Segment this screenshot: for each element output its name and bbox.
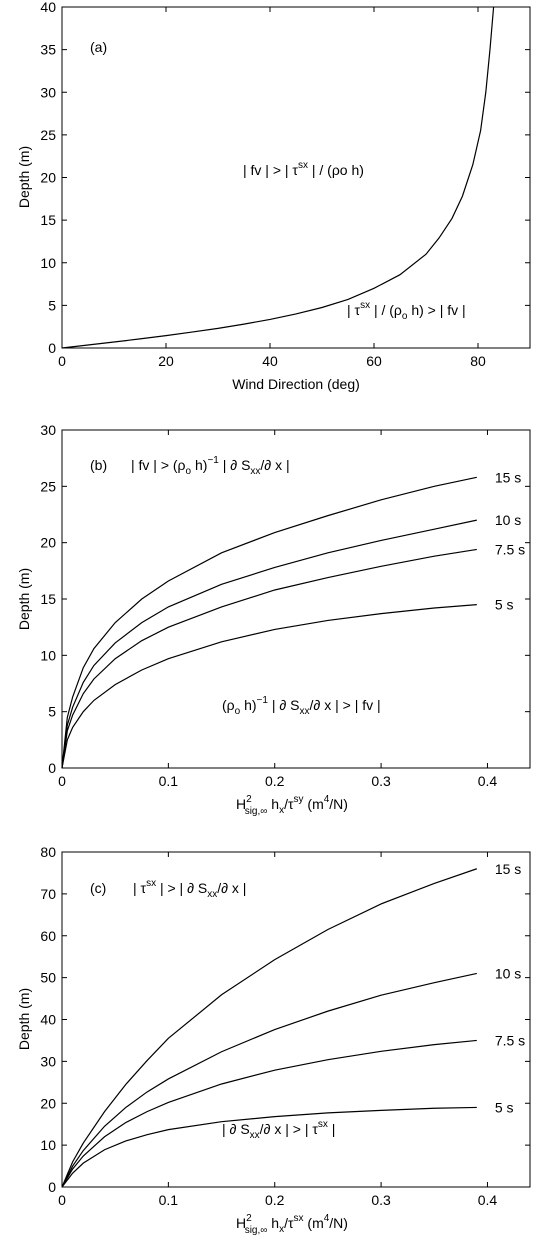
series-line xyxy=(61,1106,477,1188)
series-line xyxy=(61,604,477,769)
y-axis-title: Depth (m) xyxy=(16,568,32,630)
y-tick-labels: 0 5 10 15 20 25 30 35 40 xyxy=(40,0,56,356)
y-tick-label: 20 xyxy=(40,535,56,551)
region-label-lower: | τsx | / (ρo h) > | fv | xyxy=(347,300,466,322)
y-tick-label: 30 xyxy=(40,84,56,100)
tick-marks xyxy=(61,851,530,1188)
y-tick-label: 35 xyxy=(40,42,56,58)
y-tick-label: 15 xyxy=(40,591,56,607)
series-line xyxy=(61,6,495,349)
y-tick-label: 80 xyxy=(40,844,56,860)
panel-b: 0 0.1 0.2 0.3 0.4 0 5 10 15 20 25 30 15 s 10 s 7.5 s… xyxy=(16,422,531,817)
x-tick-label: 20 xyxy=(158,353,174,369)
region-label-upper: | τsx | > | ∂ Sxx/∂ x | xyxy=(133,878,246,900)
y-tick-label: 10 xyxy=(40,647,56,663)
y-tick-label: 40 xyxy=(40,0,56,15)
x-tick-label: 0.2 xyxy=(265,1192,285,1208)
series-label: 7.5 s xyxy=(495,541,525,557)
y-tick-label: 20 xyxy=(40,1095,56,1111)
y-tick-label: 50 xyxy=(40,970,56,986)
y-tick-label: 0 xyxy=(48,1179,56,1195)
region-label-upper: | fv | > | τsx | / (ρo h) xyxy=(243,160,364,178)
y-tick-label: 10 xyxy=(40,1137,56,1153)
y-axis-title: Depth (m) xyxy=(16,146,32,208)
y-tick-label: 0 xyxy=(48,340,56,356)
x-tick-labels: 0 20 40 60 80 xyxy=(58,353,486,369)
series-line xyxy=(61,972,477,1188)
series-line xyxy=(61,1039,477,1188)
panel-c: 0 0.1 0.2 0.3 0.4 0 10 20 30 40 50 60 70 80 15 s 10 s… xyxy=(16,844,531,1236)
y-axis-title: Depth (m) xyxy=(16,988,32,1050)
panel-label: (a) xyxy=(90,39,107,55)
x-tick-label: 0 xyxy=(58,773,66,789)
x-axis-title: H2 sig,∞ hx/τsx (m4/N) xyxy=(236,1213,348,1236)
series-label: 5 s xyxy=(495,597,514,613)
curves xyxy=(61,476,477,769)
series-label: 5 s xyxy=(495,1099,514,1115)
tick-marks xyxy=(61,429,530,769)
x-tick-label: 40 xyxy=(262,353,278,369)
x-tick-label: 0.1 xyxy=(159,1192,179,1208)
y-tick-label: 70 xyxy=(40,886,56,902)
x-tick-label: 0 xyxy=(58,1192,66,1208)
x-tick-label: 0.1 xyxy=(159,773,179,789)
y-tick-labels: 0 5 10 15 20 25 30 xyxy=(40,422,56,776)
y-tick-label: 15 xyxy=(40,212,56,228)
curve-labels: 15 s 10 s 7.5 s 5 s xyxy=(495,861,525,1116)
x-tick-label: 0.2 xyxy=(265,773,285,789)
y-tick-label: 40 xyxy=(40,1012,56,1028)
x-tick-label: 0 xyxy=(58,353,66,369)
y-tick-label: 20 xyxy=(40,170,56,186)
y-tick-label: 5 xyxy=(48,297,56,313)
region-label-upper: | fv | > (ρo h)−1 | ∂ Sxx/∂ x | xyxy=(131,455,290,477)
x-tick-label: 0.4 xyxy=(478,773,498,789)
y-tick-label: 30 xyxy=(40,1053,56,1069)
y-tick-label: 10 xyxy=(40,255,56,271)
y-tick-label: 0 xyxy=(48,760,56,776)
curves xyxy=(61,6,495,349)
series-line xyxy=(61,519,477,769)
y-tick-label: 25 xyxy=(40,478,56,494)
y-tick-label: 25 xyxy=(40,127,56,143)
curves xyxy=(61,868,478,1188)
panel-label: (c) xyxy=(90,880,106,896)
series-label: 7.5 s xyxy=(495,1032,525,1048)
x-axis-title: H2 sig,∞ hx/τsy (m4/N) xyxy=(236,794,348,817)
series-label: 10 s xyxy=(495,512,521,528)
x-tick-label: 0.3 xyxy=(371,773,391,789)
y-tick-labels: 0 10 20 30 40 50 60 70 80 xyxy=(40,844,56,1195)
region-label-lower: (ρo h)−1 | ∂ Sxx/∂ x | > | fv | xyxy=(222,695,381,717)
x-tick-label: 0.4 xyxy=(478,1192,498,1208)
x-tick-label: 60 xyxy=(366,353,382,369)
panel-label: (b) xyxy=(90,457,107,473)
series-label: 15 s xyxy=(495,469,521,485)
y-tick-label: 30 xyxy=(40,422,56,438)
series-line xyxy=(61,548,477,769)
series-label: 10 s xyxy=(495,965,521,981)
series-line xyxy=(61,476,477,769)
x-tick-labels: 0 0.1 0.2 0.3 0.4 xyxy=(58,1192,497,1208)
x-tick-label: 0.3 xyxy=(371,1192,391,1208)
x-tick-label: 80 xyxy=(470,353,486,369)
tick-marks xyxy=(61,6,530,349)
panel-a: 0 20 40 60 80 0 5 10 15 20 25 30 35 40 (a) Wind Dire… xyxy=(16,0,531,392)
curve-labels: 15 s 10 s 7.5 s 5 s xyxy=(495,469,525,612)
y-tick-label: 60 xyxy=(40,928,56,944)
x-axis-title: Wind Direction (deg) xyxy=(232,376,360,392)
region-label-lower: | ∂ Sxx/∂ x | > | τsx | xyxy=(222,1119,335,1141)
x-tick-labels: 0 0.1 0.2 0.3 0.4 xyxy=(58,773,497,789)
series-label: 15 s xyxy=(495,861,521,877)
y-tick-label: 5 xyxy=(48,704,56,720)
series-line xyxy=(61,868,478,1188)
